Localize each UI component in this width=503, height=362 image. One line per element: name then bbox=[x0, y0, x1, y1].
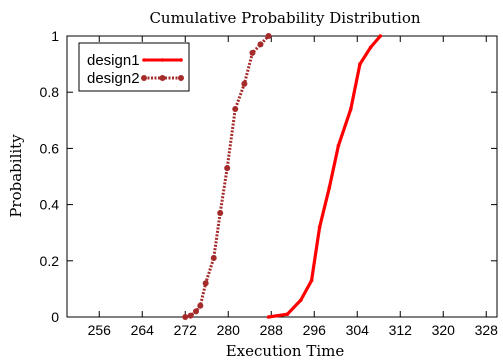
y-axis-label: Probability bbox=[7, 134, 25, 218]
x-tick-label: 280 bbox=[217, 322, 241, 338]
data-point-design2 bbox=[241, 80, 248, 87]
data-point-design2 bbox=[257, 41, 264, 48]
x-tick-label: 328 bbox=[475, 322, 499, 338]
legend-marker-design2 bbox=[178, 75, 184, 81]
data-point-design2 bbox=[232, 106, 239, 113]
y-tick-label: 0 bbox=[51, 309, 59, 325]
x-tick-label: 320 bbox=[432, 322, 456, 338]
y-tick-label: 0.2 bbox=[40, 253, 60, 269]
data-point-design1 bbox=[358, 62, 362, 66]
data-point-design2 bbox=[197, 302, 204, 309]
x-tick-label: 272 bbox=[174, 322, 198, 338]
x-tick-label: 264 bbox=[131, 322, 155, 338]
data-point-design1 bbox=[368, 45, 373, 50]
data-point-design1 bbox=[349, 107, 353, 111]
y-tick-label: 1 bbox=[51, 28, 59, 44]
legend-label-design1: design1 bbox=[87, 52, 140, 69]
data-point-design2 bbox=[202, 280, 209, 287]
x-tick-label: 288 bbox=[260, 322, 284, 338]
x-tick-label: 296 bbox=[303, 322, 327, 338]
legend-marker-design2 bbox=[159, 75, 166, 81]
x-tick-label: 256 bbox=[88, 322, 112, 338]
data-point-design1 bbox=[336, 143, 341, 148]
data-point-design2 bbox=[193, 308, 199, 315]
series-line-design2 bbox=[184, 34, 270, 319]
data-point-design1 bbox=[317, 225, 322, 229]
data-point-design2 bbox=[187, 312, 194, 319]
legend-marker-design1 bbox=[160, 58, 165, 62]
legend-marker-design1 bbox=[142, 58, 146, 62]
plot-frame bbox=[66, 35, 498, 318]
series-line-design1 bbox=[268, 34, 382, 319]
y-tick-label: 0.6 bbox=[40, 140, 60, 156]
legend-label-design2: design2 bbox=[87, 70, 140, 87]
data-point-design1 bbox=[266, 315, 271, 319]
data-point-design2 bbox=[265, 33, 272, 39]
x-axis-label: Execution Time bbox=[226, 342, 345, 360]
legend-marker-design2 bbox=[141, 75, 147, 81]
data-point-design2 bbox=[210, 254, 217, 261]
data-point-design2 bbox=[249, 49, 256, 56]
legend-marker-design1 bbox=[179, 58, 183, 62]
data-point-design2 bbox=[217, 210, 224, 217]
data-point-design1 bbox=[299, 298, 303, 302]
chart-title: Cumulative Probability Distribution bbox=[149, 9, 420, 27]
data-point-design2 bbox=[182, 314, 189, 320]
data-point-design1 bbox=[309, 278, 314, 283]
x-tick-label: 312 bbox=[389, 322, 413, 338]
y-tick-label: 0.8 bbox=[40, 84, 60, 100]
data-point-design1 bbox=[285, 312, 290, 316]
data-point-design1 bbox=[378, 34, 383, 38]
y-tick-label: 0.4 bbox=[40, 197, 60, 213]
data-point-design2 bbox=[224, 165, 231, 172]
legend-box bbox=[78, 42, 190, 92]
data-point-design1 bbox=[327, 185, 332, 190]
x-tick-label: 304 bbox=[346, 322, 370, 338]
